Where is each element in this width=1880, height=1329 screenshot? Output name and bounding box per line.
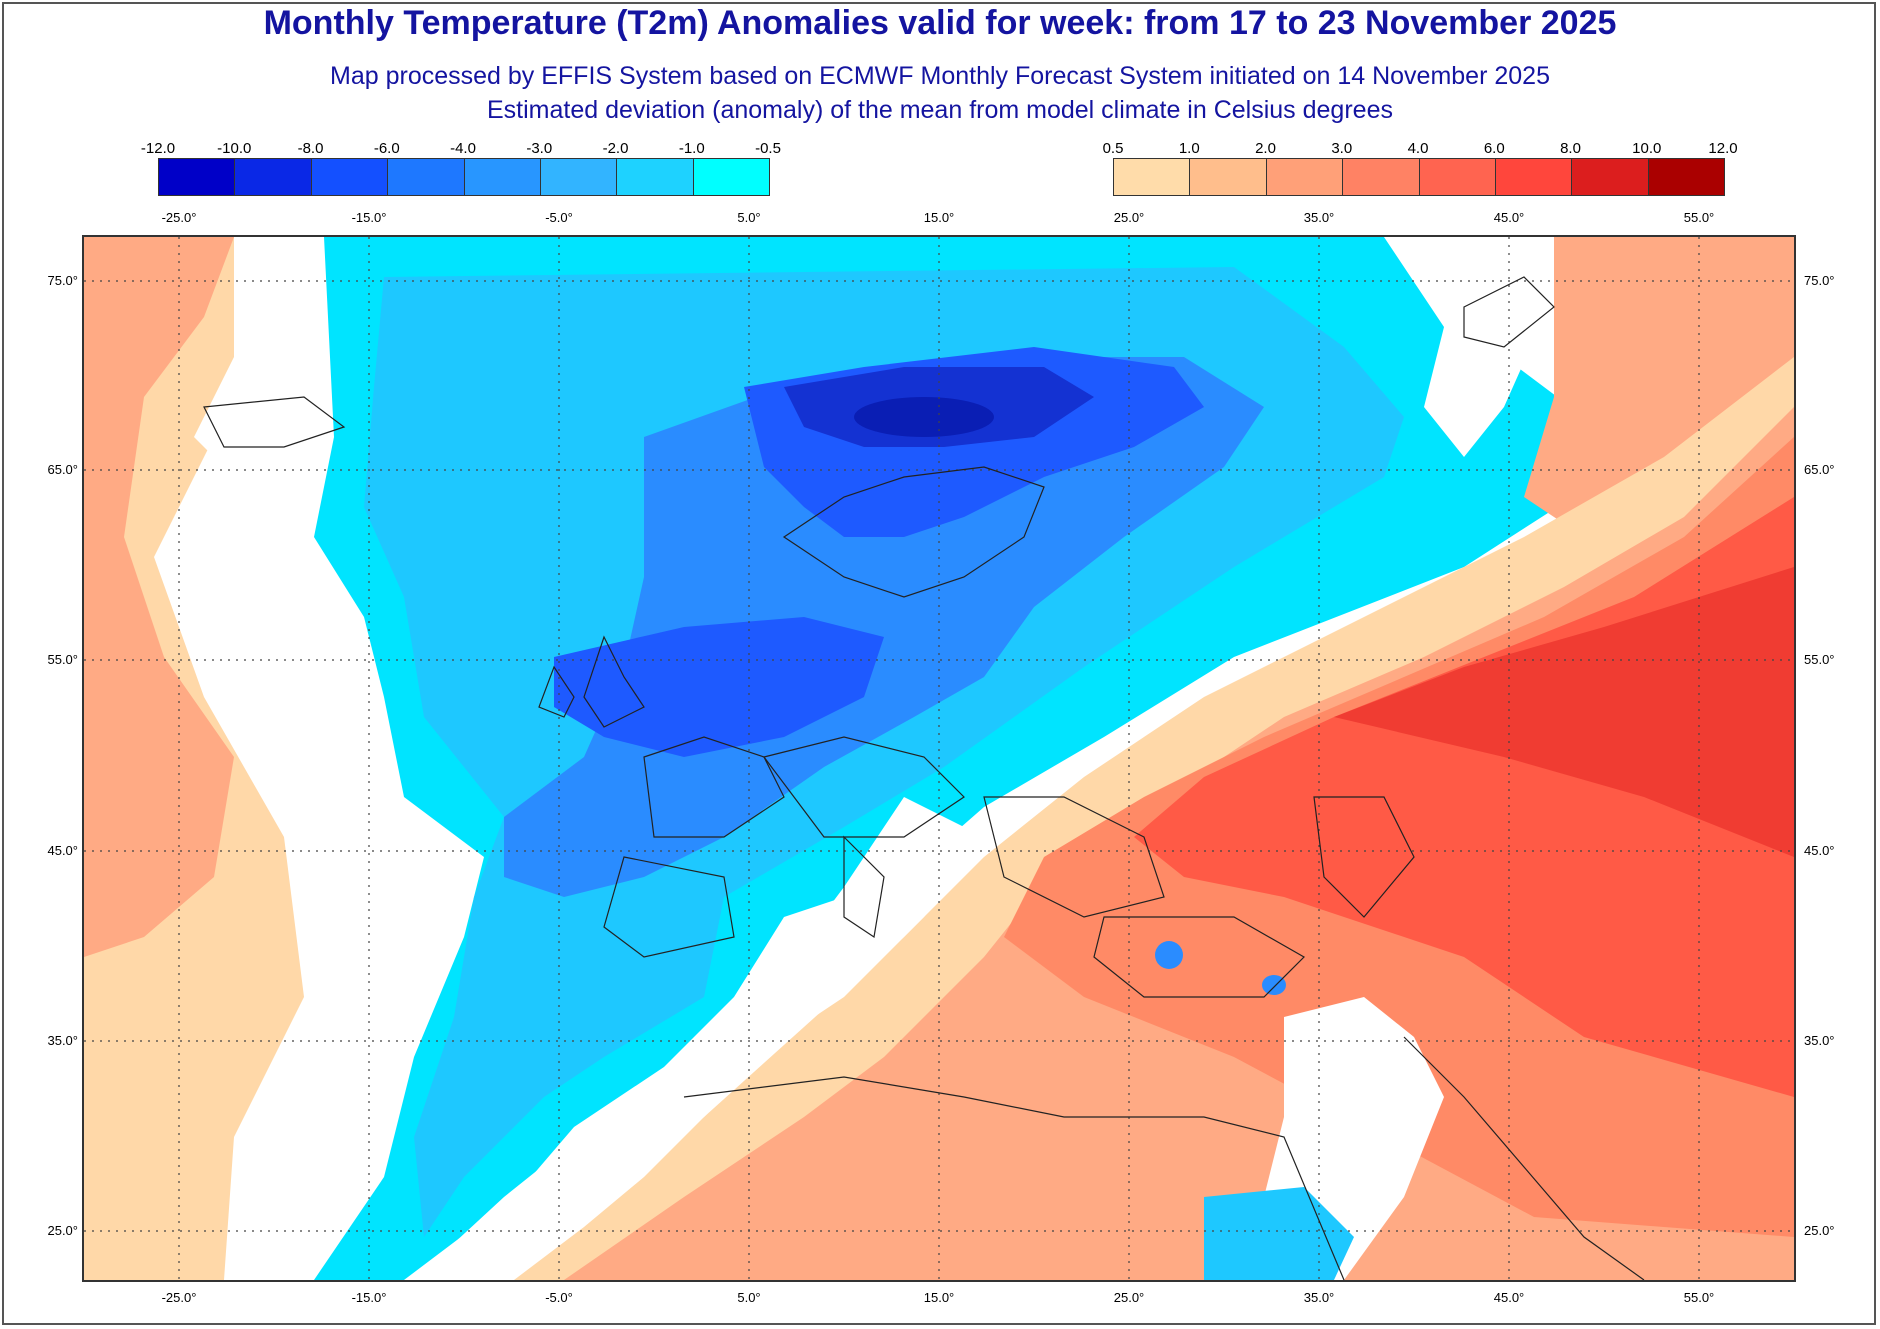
warm-colorbar-tick-label: 3.0 xyxy=(1331,140,1353,157)
cold-colorbar-swatch xyxy=(693,159,769,195)
latitude-label: 35.0° xyxy=(1804,1033,1835,1048)
warm-colorbar-swatch xyxy=(1495,159,1573,195)
cold-colorbar-tick-label: -6.0 xyxy=(373,140,400,157)
longitude-label: 45.0° xyxy=(1493,1290,1525,1305)
cold-colorbar-tick-label: -0.5 xyxy=(755,140,781,157)
warm-colorbar-tick-label: 1.0 xyxy=(1178,140,1200,157)
longitude-label: 25.0° xyxy=(1113,210,1145,225)
cold-colorbar-swatch xyxy=(159,159,236,195)
warm-colorbar-tick-label: 4.0 xyxy=(1407,140,1429,157)
longitude-label: 5.0° xyxy=(737,1290,761,1305)
cold-colorbar-swatch xyxy=(311,159,389,195)
longitude-label: -5.0° xyxy=(545,1290,573,1305)
longitude-label: 55.0° xyxy=(1683,1290,1715,1305)
latitude-label: 45.0° xyxy=(1804,843,1835,858)
longitude-label: 5.0° xyxy=(737,210,761,225)
warm-colorbar-tick-label: 0.5 xyxy=(1102,140,1124,157)
longitude-label: -25.0° xyxy=(161,210,197,225)
warm-colorbar-swatch xyxy=(1648,159,1724,195)
cold-colorbar-swatch xyxy=(540,159,618,195)
warm-colorbar-swatch xyxy=(1190,159,1267,195)
latitude-label: 75.0° xyxy=(47,273,78,288)
map-title: Monthly Temperature (T2m) Anomalies vali… xyxy=(263,4,1617,42)
map-subtitle-units: Estimated deviation (anomaly) of the mea… xyxy=(487,96,1393,124)
cold-colorbar-tick-label: -1.0 xyxy=(678,140,705,157)
latitude-label: 35.0° xyxy=(47,1033,78,1048)
greenland-white xyxy=(194,237,344,467)
arabia-cold-patch xyxy=(1204,1187,1354,1280)
latitude-label: 25.0° xyxy=(1804,1223,1835,1238)
cold-colorbar-swatch xyxy=(235,159,312,195)
arctic-east-white xyxy=(1384,237,1554,457)
latitude-label: 65.0° xyxy=(1804,462,1835,477)
latitude-label: 75.0° xyxy=(1804,273,1835,288)
warm-colorbar-tick-label: 10.0 xyxy=(1632,140,1662,157)
east-warm-deepred xyxy=(1334,567,1794,857)
coastlines xyxy=(203,276,1645,1280)
warm-colorbar-swatch xyxy=(1419,159,1496,195)
cold-colorbar xyxy=(158,158,770,196)
cold-colorbar-tick-label: -10.0 xyxy=(217,140,252,157)
iraq-cold-spot xyxy=(1262,975,1286,995)
longitude-label: 15.0° xyxy=(923,210,955,225)
longitude-label: -25.0° xyxy=(161,1290,197,1305)
turkey-cold-spot xyxy=(1155,941,1183,969)
coldest-spot xyxy=(854,397,994,437)
cold-colorbar-swatch xyxy=(617,159,694,195)
cold-midblue-region xyxy=(504,357,1264,897)
latitude-label: 25.0° xyxy=(47,1223,78,1238)
cold-colorbar-tick-label: -8.0 xyxy=(297,140,324,157)
longitude-label: 55.0° xyxy=(1683,210,1715,225)
warm-colorbar xyxy=(1113,158,1725,196)
warm-colorbar-tick-label: 8.0 xyxy=(1560,140,1581,157)
longitude-label: -15.0° xyxy=(351,210,387,225)
anomaly-map xyxy=(82,235,1796,1282)
longitude-label: -5.0° xyxy=(545,210,573,225)
cold-colorbar-swatch xyxy=(388,159,465,195)
longitude-label: -15.0° xyxy=(351,1290,387,1305)
warm-colorbar-tick-label: 12.0 xyxy=(1708,140,1738,157)
latitude-label: 55.0° xyxy=(47,652,78,667)
western-europe-deepblue xyxy=(554,617,884,757)
warm-colorbar-swatch xyxy=(1572,159,1649,195)
warm-colorbar-swatch xyxy=(1266,159,1344,195)
longitude-label: 25.0° xyxy=(1113,1290,1145,1305)
cold-colorbar-tick-label: -3.0 xyxy=(526,140,553,157)
warm-colorbar-swatch xyxy=(1343,159,1420,195)
warm-colorbar-swatch xyxy=(1114,159,1191,195)
warm-colorbar-tick-label: 2.0 xyxy=(1255,140,1276,157)
map-subtitle-source: Map processed by EFFIS System based on E… xyxy=(330,62,1550,90)
latitude-label: 65.0° xyxy=(47,462,78,477)
west-atlantic-orange-region xyxy=(84,237,234,957)
graticule xyxy=(84,237,1794,1280)
anomaly-map-svg xyxy=(84,237,1794,1280)
longitude-label: 35.0° xyxy=(1303,1290,1335,1305)
longitude-label: 45.0° xyxy=(1493,210,1525,225)
warm-colorbar-tick-label: 6.0 xyxy=(1483,140,1505,157)
cold-colorbar-tick-label: -12.0 xyxy=(140,140,176,157)
latitude-label: 55.0° xyxy=(1804,652,1835,667)
cold-colorbar-tick-label: -2.0 xyxy=(602,140,629,157)
cold-colorbar-tick-label: -4.0 xyxy=(450,140,476,157)
cold-colorbar-swatch xyxy=(464,159,541,195)
longitude-label: 35.0° xyxy=(1303,210,1335,225)
north-africa-white xyxy=(414,797,984,1280)
latitude-label: 45.0° xyxy=(47,843,78,858)
longitude-label: 15.0° xyxy=(923,1290,955,1305)
